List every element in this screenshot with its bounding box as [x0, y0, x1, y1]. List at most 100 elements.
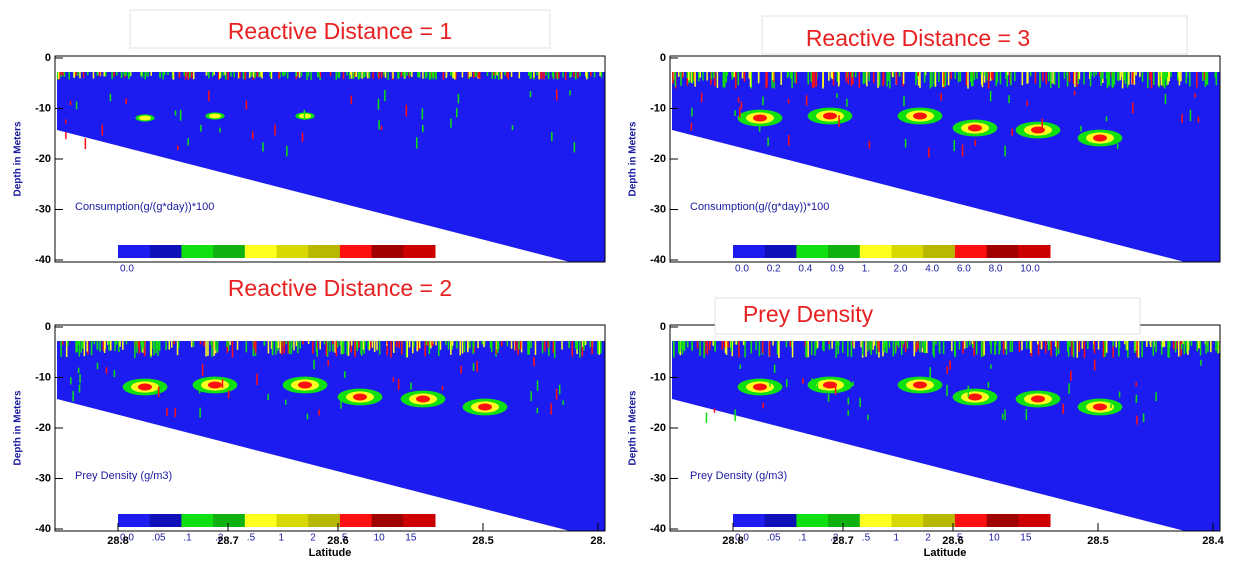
- speck: [303, 109, 306, 120]
- streak: [417, 72, 419, 78]
- streak: [724, 341, 727, 354]
- streak: [118, 341, 120, 353]
- streak: [1178, 72, 1180, 78]
- streak: [473, 72, 475, 78]
- speck: [1155, 392, 1157, 402]
- streak: [326, 341, 329, 357]
- streak: [1216, 341, 1219, 354]
- streak: [887, 72, 889, 82]
- streak: [1050, 72, 1052, 88]
- streak: [1115, 341, 1117, 348]
- colorbar-label: 1: [279, 533, 285, 544]
- streak: [1187, 341, 1189, 355]
- speck: [274, 124, 276, 136]
- streak: [368, 72, 371, 79]
- speck: [734, 110, 736, 117]
- speck: [187, 138, 189, 146]
- speck: [245, 100, 248, 110]
- streak: [468, 72, 471, 77]
- streak: [129, 72, 132, 76]
- streak: [534, 341, 537, 355]
- speck: [410, 382, 412, 390]
- streak: [1090, 72, 1093, 77]
- streak: [735, 72, 737, 89]
- streak: [735, 341, 737, 345]
- streak: [520, 341, 523, 353]
- colorbar-label: 0.0: [735, 264, 749, 275]
- streak: [786, 72, 789, 78]
- streak: [500, 72, 503, 80]
- streak: [1125, 341, 1127, 351]
- streak: [902, 72, 905, 84]
- streak: [888, 341, 891, 349]
- panel-title: Reactive Distance = 2: [228, 275, 452, 301]
- streak: [865, 341, 867, 357]
- title-box: [714, 297, 1141, 335]
- blob: [139, 115, 151, 121]
- streak: [449, 72, 452, 76]
- streak: [886, 72, 888, 87]
- streak: [970, 72, 972, 82]
- panel: 0 -10 -20 -30 -40 Depth in Meters Prey Density…: [13, 275, 606, 559]
- streak: [363, 72, 365, 78]
- streak: [850, 72, 852, 78]
- streak: [586, 72, 588, 80]
- streak: [816, 341, 819, 348]
- streak: [1053, 72, 1056, 85]
- colorbar-label: 10: [989, 533, 1001, 544]
- streak: [583, 341, 585, 351]
- streak: [122, 341, 124, 350]
- streak: [586, 72, 589, 79]
- streak: [785, 341, 788, 348]
- streak: [318, 72, 320, 78]
- streak: [897, 341, 900, 348]
- streak: [510, 341, 513, 349]
- streak: [1207, 341, 1209, 352]
- speck: [762, 402, 764, 409]
- streak: [980, 72, 982, 76]
- streak: [364, 341, 366, 347]
- speck: [868, 141, 871, 149]
- streak: [533, 72, 535, 78]
- x-tick-label: 28.7: [832, 535, 853, 547]
- streak: [380, 72, 383, 79]
- streak: [894, 341, 897, 354]
- speck: [838, 115, 840, 127]
- streak: [529, 72, 532, 79]
- streak: [383, 72, 385, 76]
- streak: [478, 72, 481, 80]
- streak: [876, 341, 879, 348]
- streak: [1199, 341, 1202, 356]
- streak: [872, 341, 875, 350]
- colorbar-cell: [859, 245, 892, 258]
- streak: [470, 72, 472, 77]
- speck: [377, 98, 380, 110]
- streak: [459, 341, 462, 356]
- streak: [77, 72, 79, 76]
- streak: [263, 341, 266, 346]
- streak: [722, 72, 725, 88]
- streak: [150, 341, 152, 355]
- streak: [1162, 72, 1165, 87]
- colorbar-cell: [891, 245, 924, 258]
- streak: [923, 341, 926, 354]
- streak: [847, 72, 849, 85]
- colorbar-label: 15: [405, 533, 417, 544]
- streak: [1170, 72, 1172, 77]
- streak: [916, 72, 918, 80]
- streak: [1185, 72, 1187, 84]
- streak: [165, 341, 167, 350]
- streak: [733, 72, 735, 78]
- streak: [967, 72, 969, 89]
- streak: [527, 341, 529, 355]
- streak: [850, 341, 853, 357]
- streak: [224, 72, 226, 76]
- streak: [950, 72, 952, 80]
- streak: [226, 341, 229, 353]
- streak: [116, 72, 118, 76]
- streak: [1002, 341, 1005, 355]
- streak: [1166, 72, 1169, 78]
- streak: [99, 72, 101, 77]
- streak: [737, 72, 740, 86]
- speck: [199, 407, 201, 418]
